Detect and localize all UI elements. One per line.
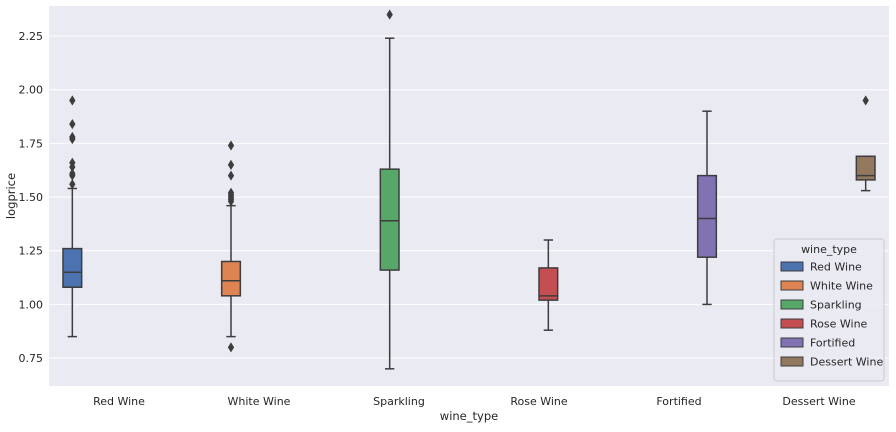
outlier-point — [227, 159, 235, 170]
y-tick-label: 0.75 — [19, 352, 44, 365]
box-iqr — [855, 155, 876, 181]
legend-swatch — [780, 337, 804, 348]
box-iqr — [62, 247, 83, 288]
x-tick-label: Dessert Wine — [782, 395, 855, 408]
legend: wine_type Red Wine White Wine Sparkling Ros… — [773, 238, 885, 382]
legend-label: Red Wine — [810, 261, 862, 274]
y-tick-label: 2.00 — [19, 84, 44, 97]
outlier-point — [227, 342, 235, 353]
legend-swatch — [780, 299, 804, 310]
outlier-point — [69, 119, 76, 130]
x-tick-label: White Wine — [228, 395, 291, 408]
x-tick-label: Sparkling — [373, 395, 425, 408]
box-iqr — [379, 168, 400, 271]
legend-swatch — [780, 261, 804, 272]
outlier-point — [69, 95, 76, 106]
legend-label: Rose Wine — [810, 318, 868, 331]
y-tick-labels: 0.75 1.00 1.25 1.50 1.75 2.00 2.25 — [19, 30, 44, 365]
y-axis-label: logprice — [4, 173, 18, 219]
x-tick-label: Fortified — [656, 395, 701, 408]
y-tick-label: 1.00 — [19, 298, 44, 311]
box-iqr — [696, 174, 718, 258]
box-iqr — [538, 267, 559, 301]
x-axis-label: wine_type — [440, 409, 498, 423]
y-tick-label: 1.75 — [19, 137, 44, 150]
legend-entry: Dessert Wine — [780, 356, 883, 369]
legend-entries: Red Wine White Wine Sparkling Rose Wine Fort… — [780, 261, 883, 369]
y-tick-label: 1.25 — [19, 245, 44, 258]
legend-entry: Red Wine — [780, 261, 862, 274]
legend-label: Dessert Wine — [810, 356, 883, 369]
box-group — [379, 9, 400, 370]
legend-entry: White Wine — [780, 280, 873, 293]
legend-label: Sparkling — [810, 299, 862, 312]
outlier-point — [227, 187, 235, 198]
box-group — [855, 95, 876, 192]
box-group — [696, 110, 718, 306]
box-group — [220, 140, 242, 353]
boxes — [62, 9, 876, 370]
legend-title: wine_type — [801, 243, 857, 256]
legend-swatch — [780, 280, 804, 291]
legend-swatch — [780, 356, 804, 367]
outlier-point — [69, 168, 76, 179]
legend-entry: Fortified — [780, 337, 855, 350]
outlier-point — [227, 170, 235, 181]
box-group — [538, 239, 559, 331]
outlier-point — [862, 95, 869, 106]
outlier-point — [386, 9, 393, 20]
x-tick-labels: Red Wine White Wine Sparkling Rose Wine Fort… — [93, 395, 856, 408]
outlier-point — [69, 179, 76, 190]
y-tick-label: 1.50 — [19, 191, 44, 204]
plot-area — [49, 6, 889, 386]
grid-lines — [49, 35, 889, 359]
legend-entry: Sparkling — [780, 299, 862, 312]
outlier-point — [227, 140, 235, 151]
y-tick-label: 2.25 — [19, 30, 44, 43]
outlier-point — [69, 157, 76, 168]
x-tick-label: Red Wine — [93, 395, 145, 408]
legend-label: White Wine — [810, 280, 873, 293]
box-group — [62, 95, 83, 338]
legend-swatch — [780, 318, 804, 329]
box-iqr — [220, 260, 242, 297]
legend-label: Fortified — [810, 337, 855, 350]
legend-entry: Rose Wine — [780, 318, 868, 331]
outlier-point — [69, 131, 76, 143]
x-tick-label: Rose Wine — [510, 395, 568, 408]
